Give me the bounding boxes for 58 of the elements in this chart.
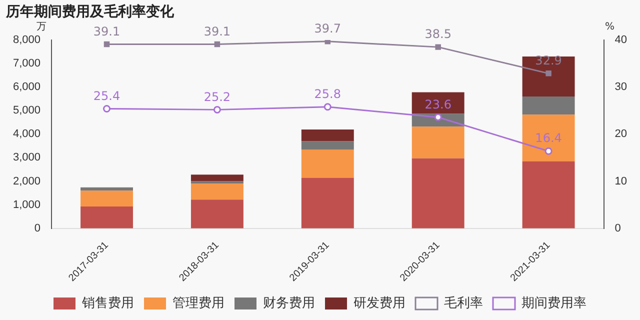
data-label: 25.2	[204, 90, 231, 104]
point	[213, 106, 221, 114]
y2-tick-label: 0	[614, 222, 621, 234]
bar	[190, 184, 244, 200]
y-tick-label: 0	[34, 222, 41, 234]
y-tick-label: 5,000	[12, 104, 41, 117]
bar	[301, 149, 354, 178]
y-tick-label: 3,000	[12, 152, 41, 164]
legend-label: 期间费用率	[522, 295, 586, 310]
y-tick-label: 8,000	[12, 34, 41, 46]
legend-label: 毛利率	[444, 295, 483, 310]
y-tick-label: 7,000	[12, 58, 41, 70]
data-label: 38.5	[424, 27, 452, 42]
y-tick-label: 4,000	[12, 128, 41, 140]
y2-axis-title: %	[605, 22, 615, 33]
data-label: 25.8	[314, 86, 342, 101]
point	[546, 70, 552, 76]
data-label: 16.4	[535, 131, 562, 146]
y2-tick-label: 10	[614, 175, 628, 188]
bar	[80, 187, 133, 191]
point	[434, 113, 442, 121]
y2-tick-label: 20	[614, 128, 628, 140]
point	[103, 104, 110, 112]
data-label: 25.4	[93, 88, 120, 103]
data-label: 39.1	[93, 24, 120, 38]
legend-label: 研发费用	[354, 295, 406, 310]
data-label: 23.6	[424, 97, 452, 112]
bar	[522, 56, 575, 97]
legend-label: 销售费用	[81, 295, 134, 310]
data-label: 39.7	[314, 22, 342, 36]
bar	[80, 206, 133, 228]
bar	[80, 190, 133, 206]
data-label: 32.9	[535, 54, 562, 68]
bar	[190, 200, 244, 228]
y-axis-title: 万	[36, 22, 47, 33]
legend-label: 管理费用	[172, 295, 224, 310]
data-label: 39.1	[204, 24, 231, 38]
bar	[412, 158, 464, 228]
bar	[190, 174, 244, 182]
point	[435, 44, 441, 50]
bar	[522, 96, 575, 115]
y-tick-label: 2,000	[12, 175, 41, 188]
chart-title: 历年期间费用及毛利率变化	[6, 3, 174, 21]
bar	[522, 161, 575, 228]
bar	[412, 126, 464, 158]
bar	[301, 141, 354, 150]
y2-tick-label: 30	[614, 81, 628, 94]
y-tick-label: 1,000	[12, 198, 41, 211]
point	[214, 41, 220, 48]
bar	[301, 129, 354, 142]
bar	[522, 114, 575, 162]
point	[544, 147, 552, 155]
y-tick-label: 6,000	[12, 81, 41, 94]
legend-label: 财务费用	[263, 295, 315, 310]
point	[324, 103, 332, 111]
bar	[301, 178, 354, 228]
point	[104, 41, 110, 48]
y2-tick-label: 40	[614, 34, 628, 46]
